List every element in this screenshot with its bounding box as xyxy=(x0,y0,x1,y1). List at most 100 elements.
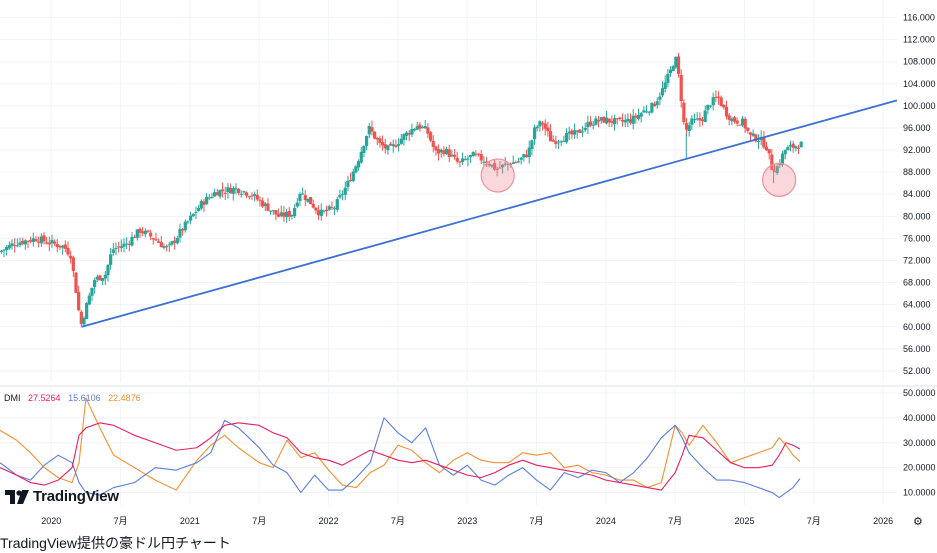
candle xyxy=(101,277,105,286)
candle xyxy=(141,227,145,237)
candle-body xyxy=(628,119,633,123)
candle xyxy=(511,155,515,164)
candle xyxy=(490,164,494,169)
candle xyxy=(476,153,481,157)
candle-body xyxy=(189,215,193,221)
price-tick-label: 76.000 xyxy=(903,233,931,243)
tradingview-logo[interactable]: TradingView xyxy=(5,488,119,505)
candle xyxy=(274,209,278,221)
candle xyxy=(226,183,230,199)
candle-body xyxy=(309,197,313,205)
candle xyxy=(37,236,41,248)
candle-body xyxy=(383,144,387,149)
candle xyxy=(372,131,377,140)
candle-body xyxy=(138,228,142,233)
dmi-tick-label: 20.0000 xyxy=(903,463,936,473)
candle-body xyxy=(303,195,307,201)
candle xyxy=(173,236,177,250)
candle-body xyxy=(423,126,427,129)
candle xyxy=(154,232,158,242)
candle xyxy=(567,126,571,141)
candle xyxy=(314,207,318,215)
candle xyxy=(58,245,62,251)
candle-body xyxy=(277,213,281,217)
support-trendline[interactable] xyxy=(81,99,898,328)
candle xyxy=(303,189,307,207)
price-tick-label: 112.000 xyxy=(903,35,935,45)
candle xyxy=(775,162,779,175)
candle-body xyxy=(258,199,262,201)
candle-body xyxy=(330,207,334,209)
candle-body xyxy=(149,232,153,237)
price-axis[interactable]: 116.000 112.000 108.000 104.000 100.000 96.00… xyxy=(903,13,936,376)
candle-body xyxy=(157,241,161,243)
dmi-series xyxy=(0,397,801,499)
candle-body xyxy=(346,180,350,187)
candle-body xyxy=(660,88,665,96)
candle-body xyxy=(111,249,115,253)
candle-body xyxy=(402,134,406,140)
candle-body xyxy=(79,311,83,324)
adx-line xyxy=(0,397,801,491)
candle-body xyxy=(183,221,187,231)
candle-body xyxy=(207,197,211,199)
candle xyxy=(146,229,150,233)
candle xyxy=(333,205,337,216)
candle-body xyxy=(548,131,553,142)
candle-body xyxy=(45,242,49,244)
candle-body xyxy=(674,57,678,68)
candle-body xyxy=(165,246,169,248)
candle-body xyxy=(199,201,203,209)
candle xyxy=(631,109,635,130)
candle-body xyxy=(18,242,22,246)
price-tick-label: 100.000 xyxy=(903,101,936,111)
candle xyxy=(487,161,491,168)
candle xyxy=(287,206,291,222)
candle xyxy=(117,241,121,253)
gear-icon[interactable]: ⚙ xyxy=(913,516,923,528)
candle xyxy=(55,239,59,253)
candle xyxy=(98,274,102,281)
candle-body xyxy=(119,246,123,249)
candle xyxy=(138,227,142,238)
candle-body xyxy=(343,187,347,195)
candle xyxy=(77,285,81,312)
candle xyxy=(428,131,433,142)
candle xyxy=(0,249,3,254)
price-tick-label: 64.000 xyxy=(903,300,931,310)
candle xyxy=(751,129,755,138)
candle-body xyxy=(362,145,366,153)
candle xyxy=(615,118,619,125)
time-axis[interactable]: 2020 7月 2021 7月 2022 7月 2023 7月 2024 7月 2025 7月 2026 xyxy=(41,516,893,526)
candle xyxy=(463,155,467,161)
candle xyxy=(556,139,561,149)
candle-body xyxy=(5,247,9,250)
candle-body xyxy=(450,154,454,157)
candle-body xyxy=(154,239,158,241)
candle xyxy=(484,156,489,167)
dmi-legend[interactable]: DMI 27.5264 15.6106 22.4876 xyxy=(4,393,146,403)
dmi-grid xyxy=(0,392,897,494)
dmi-axis[interactable]: 50.0000 40.0000 30.0000 20.0000 10.0000 xyxy=(903,388,936,498)
candle xyxy=(13,238,17,253)
candle-body xyxy=(29,240,33,242)
candle-body xyxy=(21,240,25,244)
candle xyxy=(412,128,417,132)
candle xyxy=(71,255,75,278)
candle-body xyxy=(186,221,190,223)
dmi-tick-label: 50.0000 xyxy=(903,388,936,398)
candle xyxy=(295,197,299,209)
candle xyxy=(588,116,593,128)
candle xyxy=(580,126,585,138)
candle-body xyxy=(396,144,401,146)
candle-body xyxy=(743,118,747,129)
candle xyxy=(719,95,723,107)
candle xyxy=(540,121,545,131)
candle-body xyxy=(719,97,723,106)
candle xyxy=(439,148,443,158)
candle xyxy=(687,121,691,137)
candle-body xyxy=(87,295,91,305)
candle-body xyxy=(506,163,510,165)
candle xyxy=(716,91,721,105)
